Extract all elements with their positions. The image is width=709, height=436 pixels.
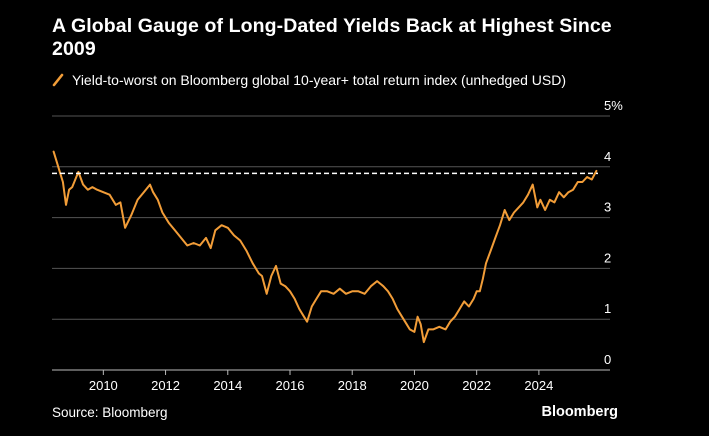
legend-label: Yield-to-worst on Bloomberg global 10-ye… — [72, 72, 567, 88]
series-layer — [52, 150, 598, 344]
x-tick-label: 2020 — [400, 378, 429, 393]
series-line-yield-to-worst — [52, 150, 598, 344]
y-tick-label: 2 — [604, 250, 611, 265]
source-note: Source: Bloomberg — [52, 405, 168, 420]
legend: Yield-to-worst on Bloomberg global 10-ye… — [52, 70, 566, 90]
grid-lines — [52, 115, 610, 320]
y-tick-label: 0 — [604, 352, 611, 367]
y-tick-label: 5% — [604, 98, 623, 113]
bloomberg-logo: Bloomberg — [541, 404, 618, 420]
y-tick-label: 1 — [604, 301, 611, 316]
x-tick-label: 2016 — [276, 378, 305, 393]
x-tick-label: 2022 — [462, 378, 491, 393]
x-axis: 2010 2012 2014 2016 2018 2020 2022 2024 — [52, 369, 610, 393]
x-tick-label: 2024 — [524, 378, 553, 393]
y-tick-label: 4 — [604, 149, 611, 164]
x-tick-label: 2012 — [151, 378, 180, 393]
x-tick-label: 2018 — [338, 378, 367, 393]
x-tick-label: 2010 — [89, 378, 118, 393]
x-tick-label: 2014 — [213, 378, 242, 393]
legend-line-icon — [52, 73, 64, 87]
y-axis: 0 1 2 3 4 5% — [604, 98, 623, 367]
y-tick-label: 3 — [604, 200, 611, 215]
chart-title: A Global Gauge of Long-Dated Yields Back… — [52, 15, 612, 60]
